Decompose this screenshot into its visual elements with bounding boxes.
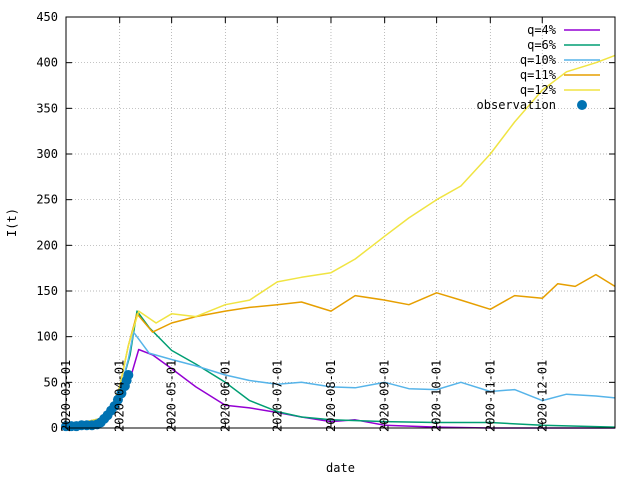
x-tick-label: 2020-05-01 — [165, 360, 179, 432]
legend-label: q=10% — [520, 53, 557, 67]
series-line-q-12 — [65, 54, 616, 427]
x-tick-label: 2020-08-01 — [324, 360, 338, 432]
x-tick-label: 2020-07-01 — [270, 360, 284, 432]
legend-label: observation — [477, 98, 556, 112]
y-tick-label: 100 — [36, 330, 58, 344]
legend-label: q=12% — [520, 83, 557, 97]
y-tick-label: 250 — [36, 193, 58, 207]
y-tick-label: 50 — [44, 375, 58, 389]
series-line-q-11 — [65, 273, 616, 427]
x-tick-label: 2020-11-01 — [483, 360, 497, 432]
observation-point — [123, 370, 134, 381]
series-line-q-10 — [65, 331, 616, 427]
x-tick-label: 2020-04-01 — [113, 360, 127, 432]
plot-frame — [65, 16, 616, 429]
y-tick-label: 450 — [36, 10, 58, 24]
legend-marker — [577, 100, 587, 110]
x-tick-label: 2020-03-01 — [59, 360, 73, 432]
x-tick-label: 2020-06-01 — [218, 360, 232, 432]
y-axis-label: I(t) — [5, 208, 19, 237]
tick-layer: 0 50 100 150 200 250 300 350 400 450 2020-03-01 202… — [36, 10, 615, 435]
y-tick-label: 0 — [51, 421, 58, 435]
x-tick-label: 2020-12-01 — [535, 360, 549, 432]
y-tick-label: 300 — [36, 147, 58, 161]
y-tick-label: 150 — [36, 284, 58, 298]
x-axis-label: date — [326, 461, 355, 475]
legend: q=4%q=6%q=10%q=11%q=12%observation — [477, 23, 600, 112]
x-tick-label: 2020-09-01 — [378, 360, 392, 432]
series-line-q-6 — [65, 310, 616, 428]
series-line-q-4 — [65, 348, 615, 429]
series-layer — [61, 54, 616, 432]
legend-label: q=6% — [527, 38, 557, 52]
legend-label: q=11% — [520, 68, 557, 82]
y-tick-label: 400 — [36, 56, 58, 70]
y-tick-label: 200 — [36, 238, 58, 252]
x-tick-label: 2020-10-01 — [430, 360, 444, 432]
y-tick-label: 350 — [36, 101, 58, 115]
legend-label: q=4% — [527, 23, 557, 37]
